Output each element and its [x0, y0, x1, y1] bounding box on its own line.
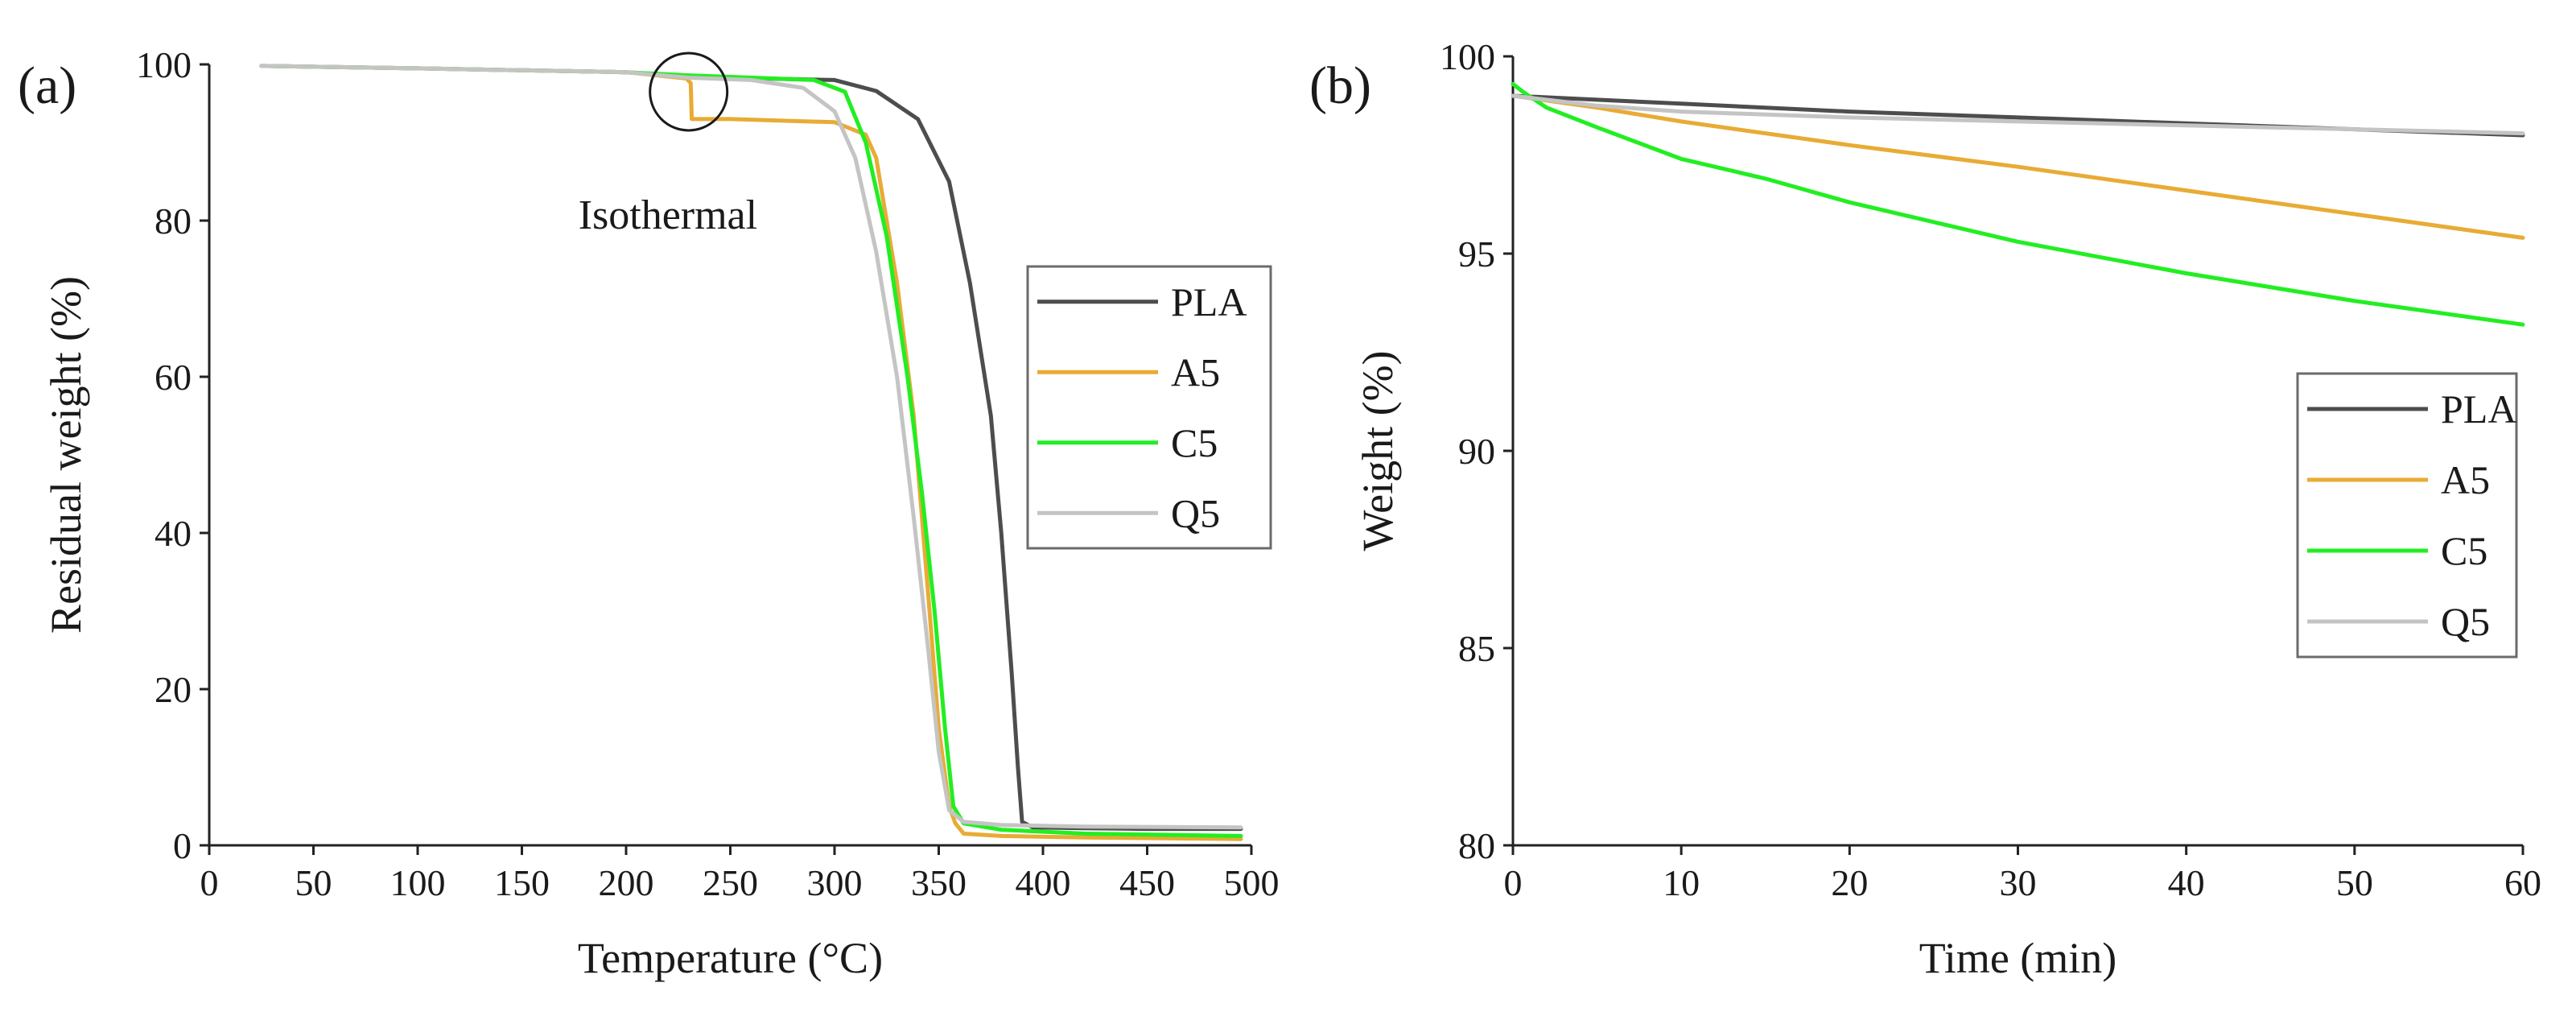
panel-label: (b)	[1309, 56, 1371, 115]
x-tick-label: 50	[2336, 862, 2373, 903]
y-tick-label: 100	[1440, 36, 1495, 77]
x-tick-label: 0	[1504, 862, 1523, 903]
x-tick-label: 450	[1119, 862, 1175, 903]
legend: PLA A5 C5 Q5	[1026, 265, 1272, 550]
isothermal-circle	[649, 52, 729, 132]
x-tick-label: 60	[2504, 862, 2541, 903]
x-tick-label: 30	[2000, 862, 2037, 903]
x-axis-title: Time (min)	[1919, 934, 2117, 982]
annotation-text: Isothermal	[579, 192, 757, 238]
series-line-c5	[1511, 81, 2525, 327]
legend-label-pla: PLA	[2441, 386, 2516, 432]
legend-label-c5: C5	[1171, 420, 1218, 465]
y-tick-label: 80	[1458, 825, 1495, 866]
x-tick-label: 100	[390, 862, 446, 903]
x-tick-label: 20	[1831, 862, 1868, 903]
x-tick-label: 400	[1016, 862, 1071, 903]
y-tick-label: 100	[136, 44, 192, 85]
y-axis-title: Residual weight (%)	[42, 276, 90, 634]
legend: PLA A5 C5 Q5	[2296, 372, 2518, 659]
x-tick-label: 250	[703, 862, 758, 903]
panel-label: (a)	[18, 56, 76, 115]
legend-box	[2296, 372, 2518, 659]
legend-label-pla: PLA	[1171, 279, 1247, 324]
series-line-q5	[1511, 93, 2525, 136]
y-tick-label: 20	[155, 669, 192, 710]
x-tick-label: 300	[807, 862, 863, 903]
legend-label-a5: A5	[1171, 349, 1220, 394]
panel-b-chart: 80 85 90 95 100 0 10 20 30 40 50 60 Time (min) Weight…	[1309, 36, 2541, 982]
y-tick-label: 95	[1458, 233, 1495, 275]
legend-label-q5: Q5	[1171, 490, 1220, 535]
x-tick-label: 50	[295, 862, 332, 903]
series-line-a5	[1511, 93, 2525, 240]
x-tick-label: 200	[599, 862, 654, 903]
legend-label-a5: A5	[2441, 457, 2490, 502]
x-tick-label: 0	[200, 862, 219, 903]
y-tick-label: 60	[155, 357, 192, 398]
x-tick-label: 10	[1663, 862, 1700, 903]
panel-a-chart: 0 20 40 60 80 100 0 50 100 150 200 250 300 350 400 450 5…	[18, 44, 1280, 982]
y-tick-label: 90	[1458, 431, 1495, 472]
x-tick-label: 500	[1224, 862, 1280, 903]
legend-box	[1026, 265, 1272, 550]
legend-label-c5: C5	[2441, 528, 2487, 573]
y-tick-label: 85	[1458, 628, 1495, 669]
series-line-q5	[259, 64, 1243, 830]
y-tick-label: 80	[155, 200, 192, 242]
x-tick-label: 350	[911, 862, 967, 903]
y-axis-title: Weight (%)	[1354, 350, 1402, 551]
x-tick-label: 40	[2168, 862, 2205, 903]
x-tick-label: 150	[494, 862, 550, 903]
legend-label-q5: Q5	[2441, 599, 2490, 644]
y-tick-label: 0	[173, 825, 192, 866]
x-axis-title: Temperature (°C)	[578, 934, 883, 982]
y-tick-label: 40	[155, 513, 192, 554]
